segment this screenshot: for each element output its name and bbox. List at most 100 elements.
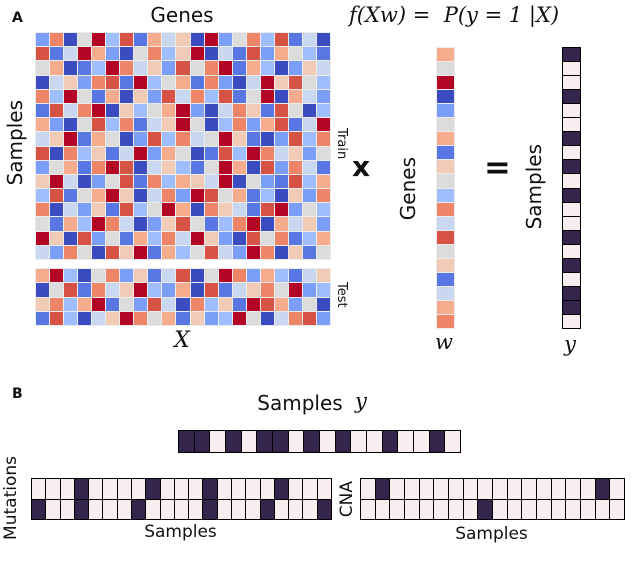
matrix-cell [106, 146, 120, 160]
matrix-cell [563, 48, 580, 62]
matrix-cell [566, 479, 580, 499]
matrix-cell [302, 217, 316, 231]
matrix-cell [64, 245, 78, 259]
matrix-cell [232, 203, 246, 217]
matrix-cell [92, 103, 106, 118]
matrix-cell [190, 75, 204, 89]
matrix-cell [260, 103, 274, 118]
matrix-cell [316, 33, 330, 47]
matrix-cell [148, 217, 162, 231]
matrix-cell [74, 479, 89, 499]
matrix-cell [463, 499, 478, 519]
matrix-cell [50, 146, 64, 160]
matrix-cell [36, 297, 50, 311]
matrix-cell [204, 217, 218, 231]
matrix-cell [246, 217, 260, 231]
matrix-cell [274, 231, 288, 245]
matrix-cell [232, 103, 246, 118]
matrix-cell [120, 61, 134, 75]
matrix-cell [162, 203, 176, 217]
matrix-cell [120, 283, 134, 297]
matrix-cell [204, 47, 218, 61]
matrix-cell [288, 245, 302, 259]
matrix-cell [64, 146, 78, 160]
matrix-cell [302, 33, 316, 47]
matrix-cell [210, 431, 225, 452]
matrix-cell [274, 269, 288, 283]
matrix-cell [162, 103, 176, 118]
matrix-cell [190, 174, 204, 189]
matrix-cell [103, 479, 117, 499]
matrix-cell [50, 245, 64, 259]
matrix-cell [190, 132, 204, 146]
matrix-cell [316, 189, 330, 203]
matrix-cell [304, 431, 319, 452]
matrix-cell [176, 103, 190, 118]
matrix-cell [274, 499, 289, 519]
matrix-cell [274, 89, 288, 103]
test-split-label: Test [334, 282, 349, 308]
matrix-cell [50, 47, 64, 61]
matrix-cell [449, 499, 463, 519]
matrix-cell [288, 132, 302, 146]
matrix-cell [437, 62, 454, 76]
matrix-cell [260, 269, 274, 283]
matrix-cell [189, 479, 203, 499]
matrix-cell [134, 75, 148, 89]
y-row-label: y [355, 389, 367, 413]
matrix-cell [316, 174, 330, 189]
matrix-cell [162, 89, 176, 103]
matrix-cell [120, 146, 134, 160]
matrix-cell [375, 499, 390, 519]
matrix-cell [218, 283, 232, 297]
matrix-cell [566, 499, 580, 519]
matrix-cell [78, 269, 92, 283]
matrix-cell [316, 217, 330, 231]
matrix-cell [176, 217, 190, 231]
matrix-cell [92, 189, 106, 203]
matrix-cell [445, 431, 460, 452]
matrix-cell [437, 188, 454, 202]
matrix-cell [36, 203, 50, 217]
matrix-cell [50, 103, 64, 118]
matrix-cell [232, 174, 246, 189]
matrix-cell [146, 499, 160, 519]
matrix-cell [120, 297, 134, 311]
matrix-cell [120, 174, 134, 189]
matrix-cell [232, 297, 246, 311]
matrix-cell [89, 479, 103, 499]
matrix-cell [449, 479, 463, 499]
matrix-cell [246, 283, 260, 297]
matrix-cell [437, 286, 454, 300]
matrix-cell [437, 258, 454, 272]
matrix-cell [106, 118, 120, 132]
matrix-cell [274, 311, 288, 325]
cna-samples-label: Samples [455, 524, 528, 544]
matrix-cell [78, 103, 92, 118]
matrix-cell [120, 203, 134, 217]
outcome-vector [562, 47, 581, 329]
matrix-cell [288, 431, 304, 452]
matrix-cell [302, 75, 316, 89]
matrix-cell [302, 118, 316, 132]
matrix-cell [274, 174, 288, 189]
matrix-cell [106, 47, 120, 61]
matrix-cell [176, 311, 190, 325]
matrix-cell [351, 431, 366, 452]
matrix-cell [106, 33, 120, 47]
matrix-cell [437, 160, 454, 174]
matrix-cell [36, 245, 50, 259]
matrix-cell [274, 479, 289, 499]
matrix-cell [148, 245, 162, 259]
matrix-cell [437, 90, 454, 104]
matrix-cell [78, 217, 92, 231]
matrix-cell [260, 160, 274, 174]
matrix-cell [160, 499, 174, 519]
matrix-cell [190, 89, 204, 103]
matrix-cell [179, 431, 194, 452]
matrix-cell [148, 174, 162, 189]
matrix-cell [260, 189, 274, 203]
matrix-cell [148, 61, 162, 75]
matrix-cell [190, 146, 204, 160]
matrix-cell [106, 160, 120, 174]
